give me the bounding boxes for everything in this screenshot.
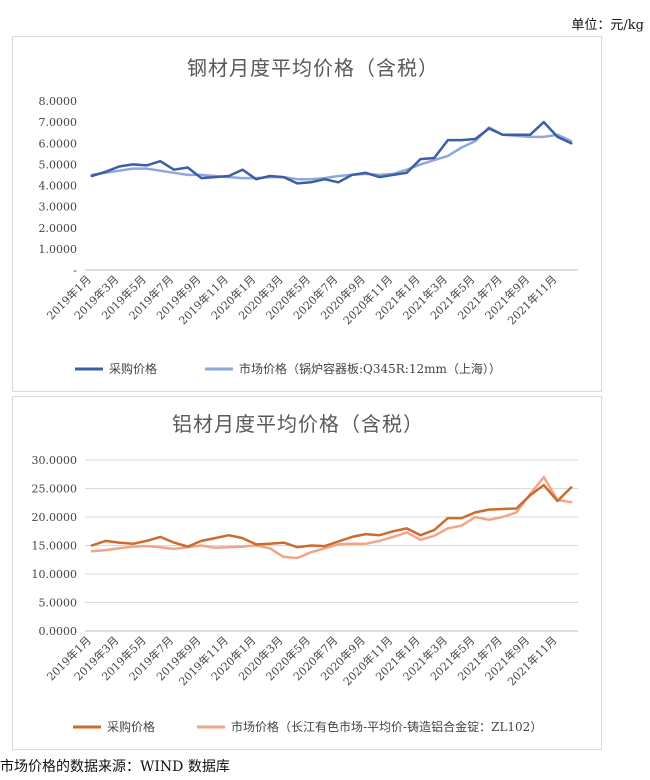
aluminum-chart-panel: 铝材月度平均价格（含税） 30.0000 25.0000 20.0000 15.0000… [12, 396, 602, 750]
series-line-market [90, 126, 573, 181]
y-tick-label: 1.0000 [39, 243, 78, 256]
legend-label-purchase: 采购价格 [109, 361, 157, 376]
y-tick-label: 10.0000 [32, 568, 78, 581]
y-tick-label: 6.0000 [39, 137, 78, 150]
legend-label-market: 市场价格（锅炉容器板:Q345R:12mm（上海）） [239, 361, 501, 376]
series-line-purchase [90, 120, 573, 185]
steel-price-chart: 钢材月度平均价格（含税） 8.0000 7.0000 6.0000 5.0000 4.00… [39, 56, 578, 376]
steel-chart-panel: 钢材月度平均价格（含税） 8.0000 7.0000 6.0000 5.0000 4.00… [12, 36, 602, 392]
chart-title: 铝材月度平均价格（含税） [172, 412, 424, 436]
series-line-purchase [90, 483, 573, 549]
y-tick-label: 4.0000 [39, 180, 78, 193]
y-tick-label: 25.0000 [32, 483, 78, 496]
y-tick-label: 3.0000 [39, 201, 78, 214]
aluminum-price-chart: 铝材月度平均价格（含税） 30.0000 25.0000 20.0000 15.0000… [32, 412, 578, 734]
y-tick-label: 8.0000 [39, 95, 78, 108]
y-tick-label: 7.0000 [39, 116, 78, 129]
y-tick-label: 5.0000 [39, 158, 78, 171]
y-tick-label: 30.0000 [32, 454, 78, 467]
y-tick-label: 5.0000 [39, 597, 78, 610]
y-tick-label: 0.0000 [39, 625, 78, 638]
unit-note: 单位：元/kg [571, 18, 644, 33]
y-tick-label: - [73, 264, 77, 277]
y-tick-label: 2.0000 [39, 222, 78, 235]
legend-label-purchase: 采购价格 [107, 719, 155, 734]
y-tick-label: 20.0000 [32, 511, 78, 524]
legend-label-market: 市场价格（长江有色市场-平均价-铸造铝合金锭：ZL102） [231, 719, 542, 734]
series-line-market [90, 475, 573, 560]
chart-title: 钢材月度平均价格（含税） [187, 56, 439, 80]
source-note: 市场价格的数据来源：WIND 数据库 [0, 759, 230, 775]
y-tick-label: 15.0000 [32, 540, 78, 553]
